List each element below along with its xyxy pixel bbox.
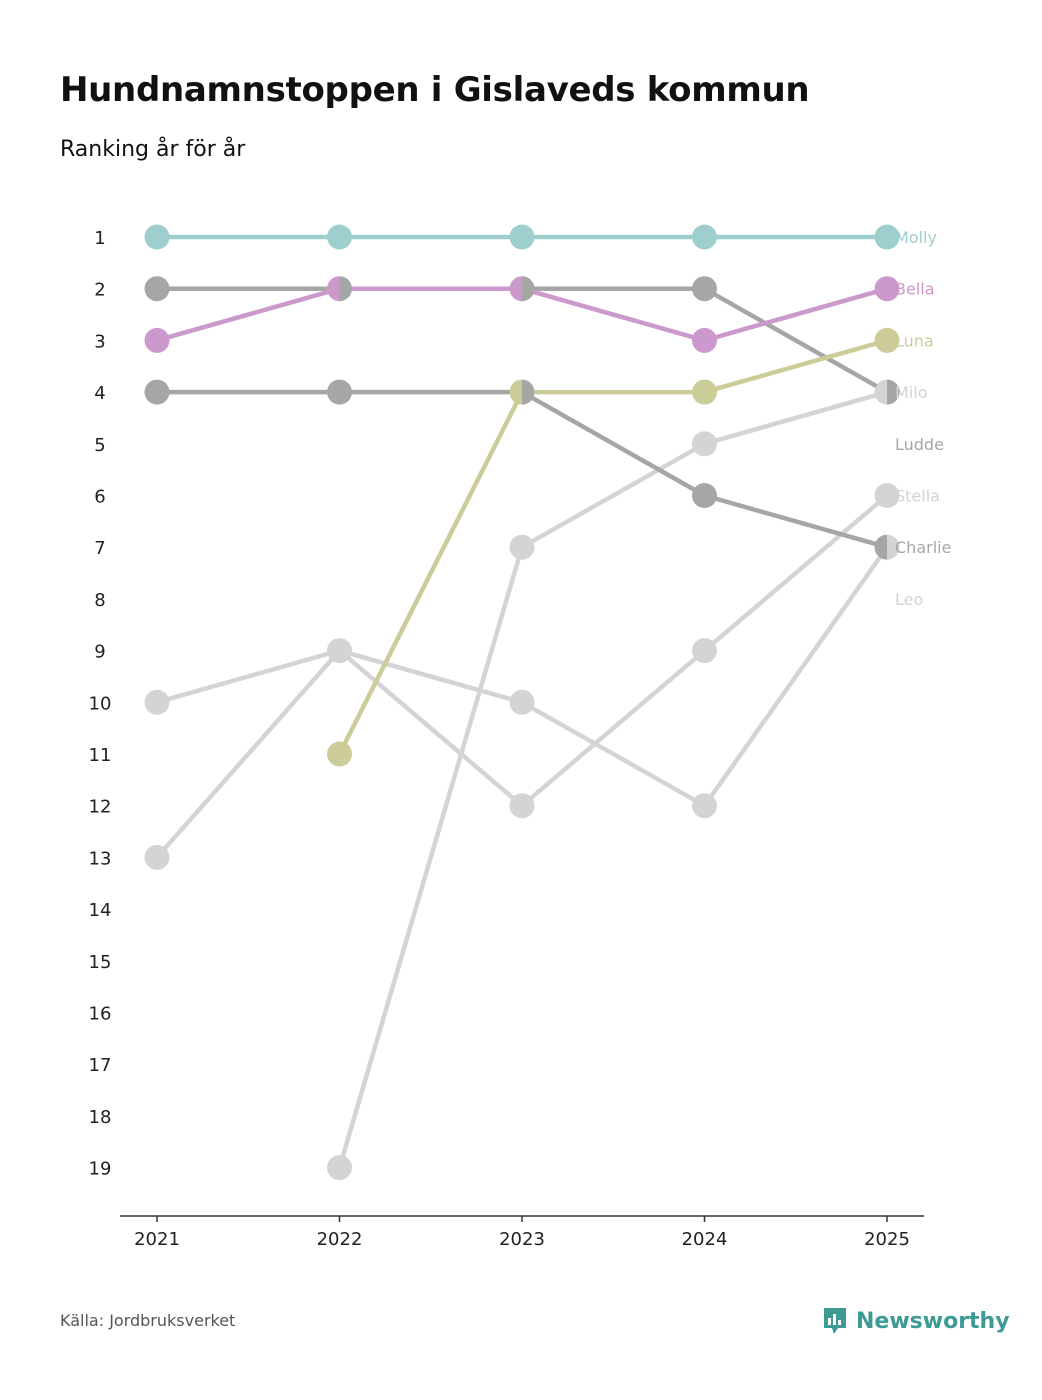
y-tick-label: 17 <box>89 1055 112 1076</box>
series-label-luna: Luna <box>895 331 934 350</box>
y-tick-label: 7 <box>94 538 105 559</box>
data-point-ludde <box>144 276 170 302</box>
series-label-charlie: Charlie <box>895 538 951 557</box>
brand-name: Newsworthy <box>856 1308 1010 1334</box>
data-point-molly <box>874 224 900 250</box>
data-point-charlie <box>144 379 170 405</box>
y-tick-label: 10 <box>89 693 112 714</box>
data-point-charlie <box>692 483 717 508</box>
data-point-luna <box>327 741 352 767</box>
data-point-milo <box>509 534 535 560</box>
y-tick-label: 9 <box>94 642 105 663</box>
x-tick-label: 2022 <box>317 1229 363 1250</box>
series-label-leo: Leo <box>895 590 923 609</box>
y-tick-label: 5 <box>94 435 105 456</box>
y-tick-label: 6 <box>94 487 105 508</box>
brand-logo[interactable]: Newsworthy <box>822 1306 1010 1336</box>
data-point-bella <box>509 276 522 302</box>
y-tick-label: 13 <box>89 848 112 869</box>
data-point-charlie <box>522 379 535 405</box>
data-point-leo <box>144 689 170 715</box>
series-label-ludde: Ludde <box>895 435 944 454</box>
y-tick-label: 1 <box>94 228 105 249</box>
data-point-ludde <box>339 276 352 302</box>
data-point-ludde <box>887 379 900 405</box>
data-point-bella <box>692 327 717 353</box>
y-tick-label: 11 <box>89 745 112 766</box>
data-point-molly <box>509 224 535 250</box>
series-line-ludde <box>157 286 889 395</box>
y-tick-label: 4 <box>94 383 105 404</box>
data-point-ludde <box>692 276 717 302</box>
data-point-charlie <box>874 534 887 560</box>
y-tick-label: 8 <box>94 590 105 611</box>
y-tick-label: 15 <box>89 952 112 973</box>
y-tick-label: 16 <box>89 1004 112 1025</box>
data-point-luna <box>874 327 900 353</box>
series-label-bella: Bella <box>895 280 935 299</box>
series-line-milo <box>337 389 888 1169</box>
data-point-milo <box>874 379 887 405</box>
data-point-luna <box>692 379 717 405</box>
data-point-leo <box>692 793 717 819</box>
x-tick-label: 2023 <box>499 1229 545 1250</box>
y-tick-label: 14 <box>89 900 112 921</box>
y-tick-label: 19 <box>89 1159 112 1180</box>
chart-title: Hundnamnstoppen i Gislaveds kommun <box>60 70 810 110</box>
newsworthy-logo-icon <box>824 1308 846 1334</box>
data-point-leo <box>887 534 900 560</box>
series-line-luna <box>337 338 888 756</box>
data-point-molly <box>327 224 352 250</box>
data-point-charlie <box>327 379 352 405</box>
x-tick-label: 2025 <box>864 1229 910 1250</box>
series-label-molly: Molly <box>895 228 937 247</box>
data-point-stella <box>692 638 717 664</box>
series-label-milo: Milo <box>895 383 927 402</box>
data-point-molly <box>692 224 717 250</box>
data-point-molly <box>144 224 170 250</box>
data-point-bella <box>327 276 340 302</box>
data-point-luna <box>509 379 522 405</box>
chart-subtitle: Ranking år för år <box>60 137 246 162</box>
data-point-leo <box>339 638 352 664</box>
data-point-leo <box>509 689 535 715</box>
series-label-stella: Stella <box>895 487 940 506</box>
x-tick-label: 2021 <box>134 1229 180 1250</box>
source-note: Källa: Jordbruksverket <box>60 1311 236 1330</box>
data-point-stella <box>509 793 535 819</box>
x-tick-label: 2024 <box>682 1229 728 1250</box>
data-point-stella <box>144 844 170 870</box>
y-tick-label: 18 <box>89 1107 112 1128</box>
data-point-bella <box>874 276 900 302</box>
y-tick-label: 2 <box>94 280 105 301</box>
data-point-stella <box>874 483 900 508</box>
data-point-milo <box>692 431 717 457</box>
y-tick-label: 12 <box>89 797 112 818</box>
data-point-stella <box>327 638 340 664</box>
data-point-milo <box>327 1155 352 1181</box>
data-point-bella <box>144 327 170 353</box>
series-line-charlie <box>157 389 888 550</box>
y-tick-label: 3 <box>94 331 105 352</box>
data-point-ludde <box>522 276 535 302</box>
